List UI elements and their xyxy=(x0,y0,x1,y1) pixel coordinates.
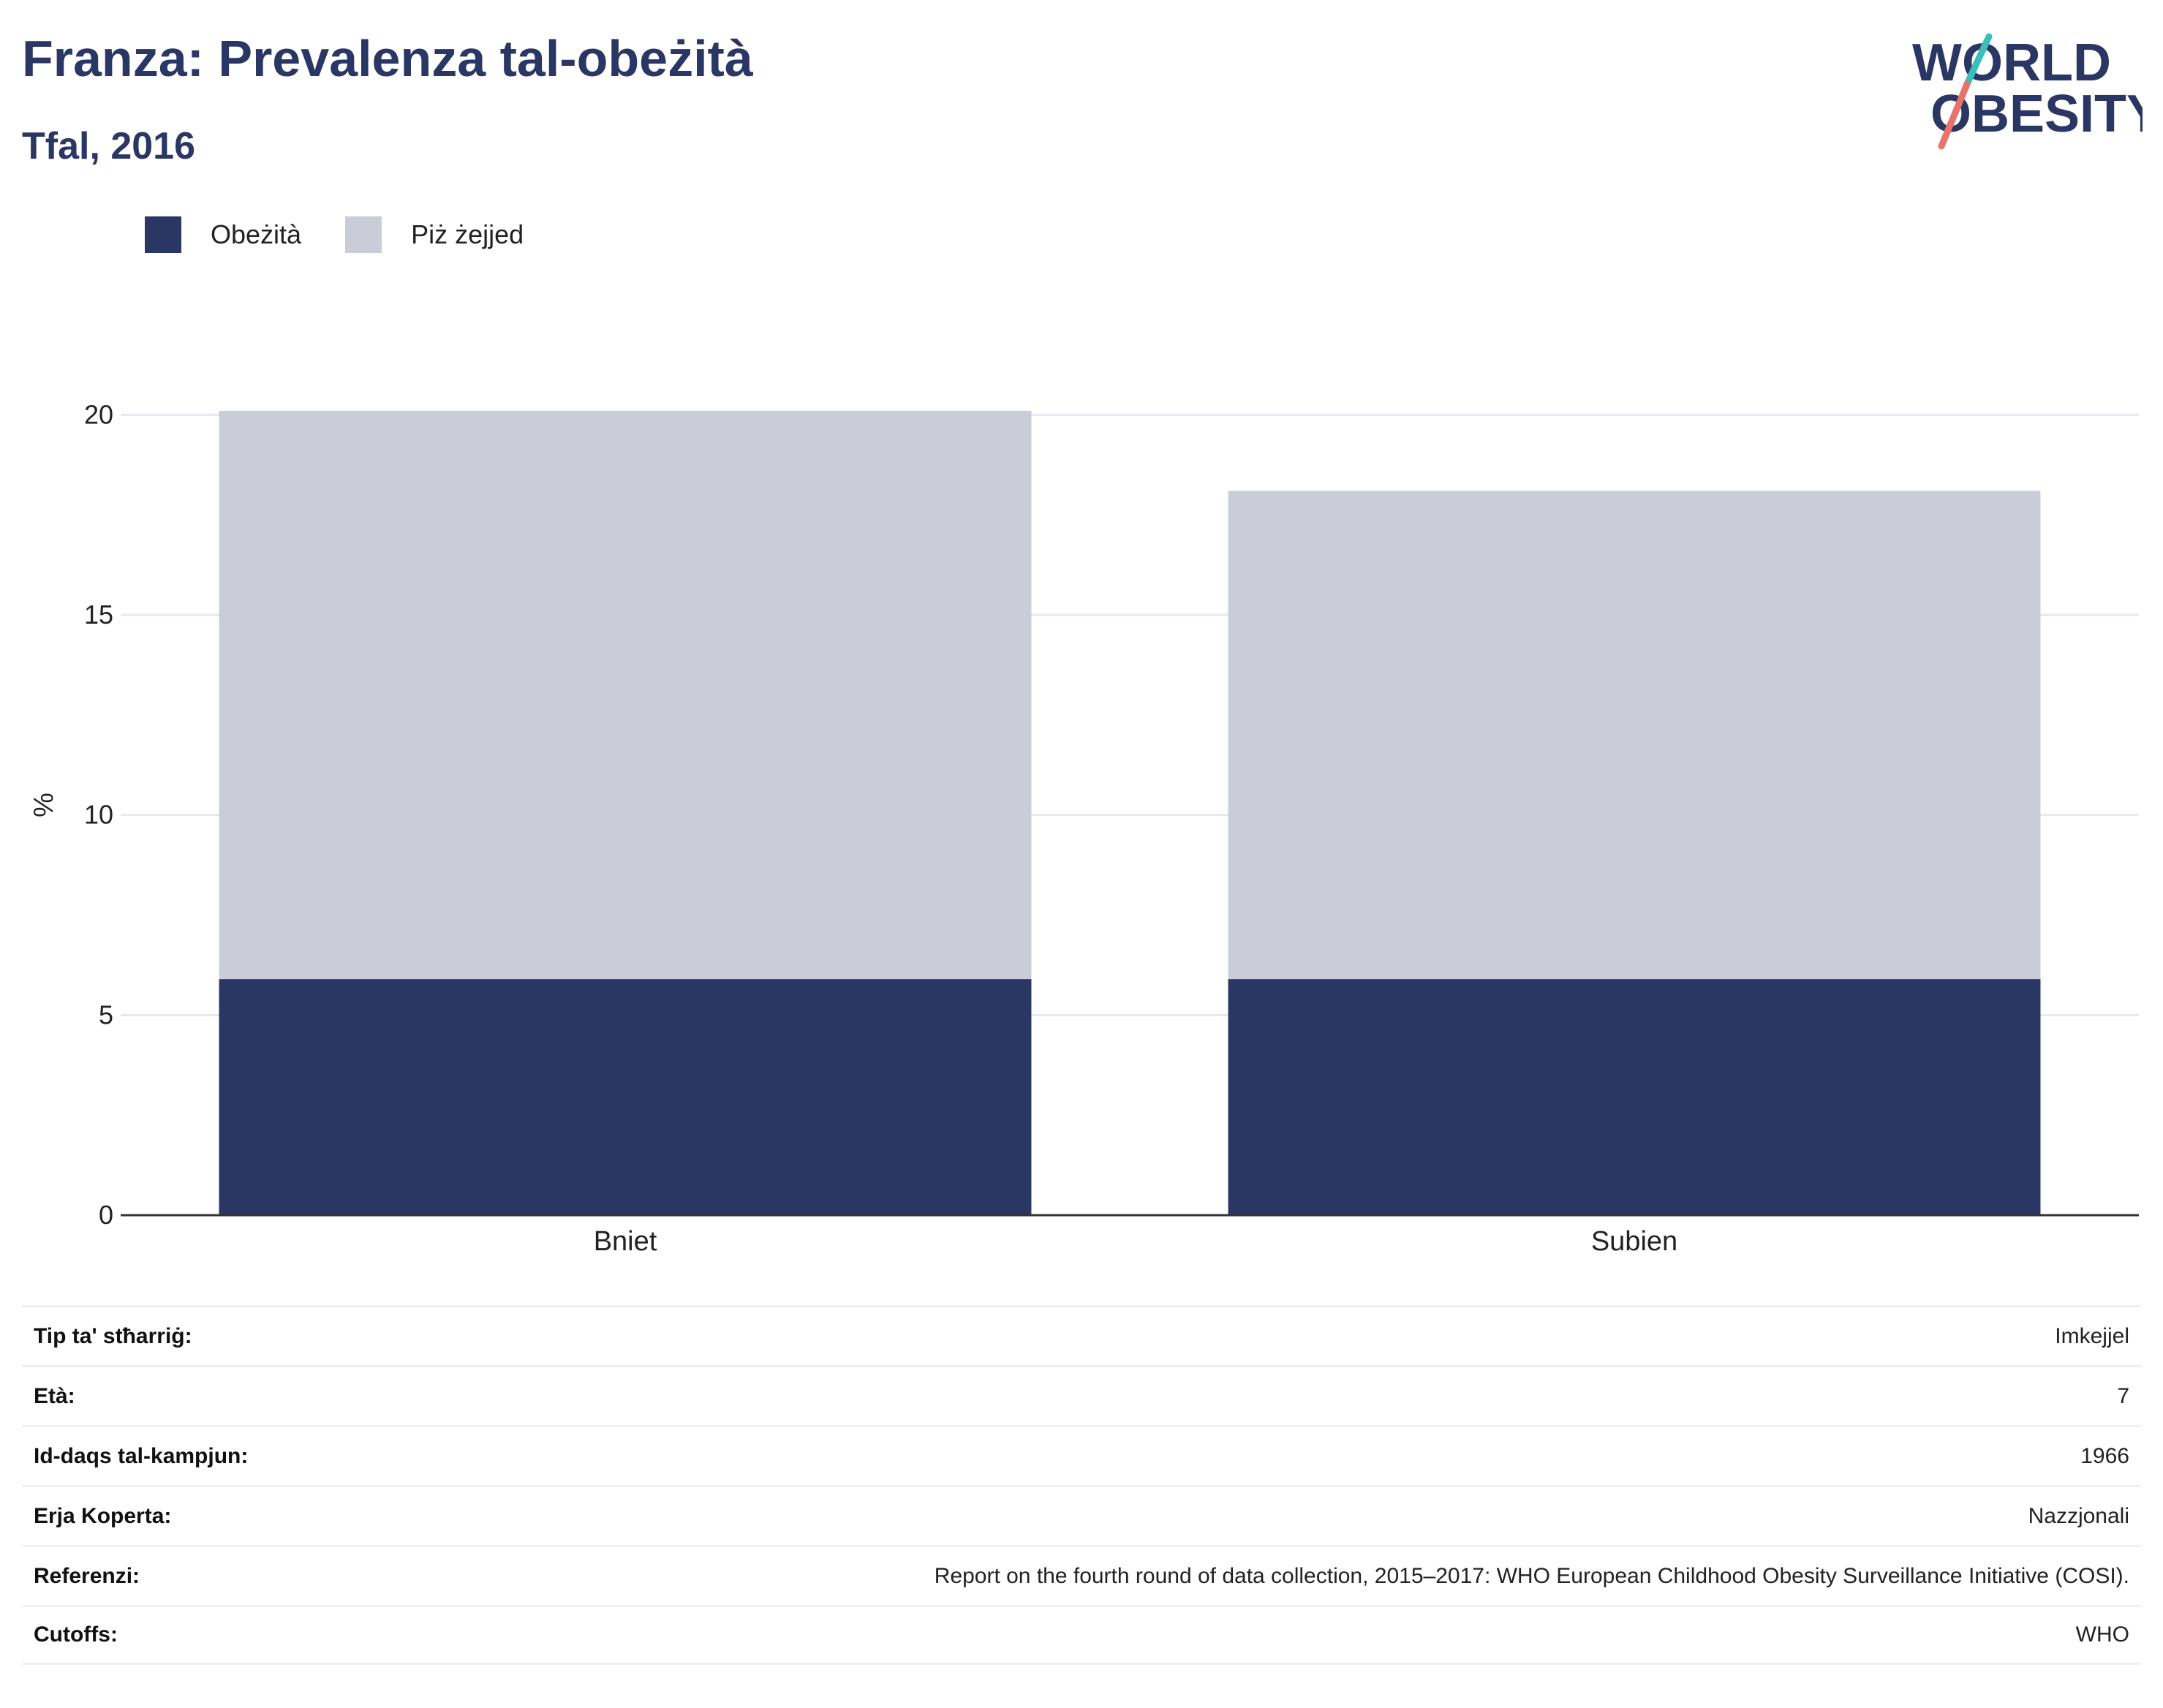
legend-item-obesity: Obeżità xyxy=(145,216,301,253)
metadata-label: Referenzi: xyxy=(34,1563,140,1588)
metadata-table: Tip ta' stħarriġ: Imkejjel Età: 7 Id-daqs ta… xyxy=(22,1305,2141,1665)
bar-obesity xyxy=(219,979,1032,1215)
metadata-row: Erja Koperta: Nazzjonali xyxy=(22,1485,2141,1545)
logo-line1: WORLD xyxy=(1912,34,2111,92)
metadata-row: Tip ta' stħarriġ: Imkejjel xyxy=(22,1305,2141,1365)
x-tick-label: Subien xyxy=(1591,1226,1677,1257)
legend-swatch-obesity xyxy=(145,216,181,253)
x-tick-label: Bniet xyxy=(594,1226,657,1257)
metadata-value: 1966 xyxy=(2080,1443,2129,1468)
world-obesity-logo: WORLD OBESITY xyxy=(1912,33,2143,150)
metadata-label: Cutoffs: xyxy=(34,1622,118,1647)
y-tick-label: 5 xyxy=(99,1000,113,1029)
bar-overweight xyxy=(219,410,1032,980)
legend-swatch-overweight xyxy=(345,216,382,253)
metadata-row: Età: 7 xyxy=(22,1365,2141,1425)
bar-overweight xyxy=(1228,491,2041,980)
logo-coral-slash xyxy=(1938,80,1971,150)
legend-item-overweight: Piż żejjed xyxy=(345,216,524,253)
legend-label-obesity: Obeżità xyxy=(211,219,302,249)
metadata-value: 7 xyxy=(2117,1383,2129,1408)
y-tick-label: 15 xyxy=(84,600,113,630)
metadata-row: Referenzi: Report on the fourth round of … xyxy=(22,1545,2141,1605)
metadata-row: Cutoffs: WHO xyxy=(22,1605,2141,1665)
metadata-label: Tip ta' stħarriġ: xyxy=(34,1323,192,1348)
y-tick-label: 0 xyxy=(99,1200,113,1230)
chart-legend: Obeżità Piż żejjed xyxy=(145,216,567,253)
y-tick-label: 10 xyxy=(84,800,113,830)
metadata-value: Report on the fourth round of data colle… xyxy=(934,1563,2129,1588)
metadata-value: WHO xyxy=(2075,1622,2129,1647)
legend-label-overweight: Piż żejjed xyxy=(411,219,524,249)
y-axis-label: % xyxy=(29,793,59,817)
y-tick-label: 20 xyxy=(84,399,113,429)
bar-chart: 0 5 10 15 20% Bniet Subien xyxy=(29,399,2139,1257)
metadata-label: Id-daqs tal-kampjun: xyxy=(34,1443,249,1468)
metadata-label: Età: xyxy=(34,1383,75,1408)
chart-subtitle: Tfal, 2016 xyxy=(22,125,196,167)
bar-obesity xyxy=(1228,979,2041,1215)
metadata-row: Id-daqs tal-kampjun: 1966 xyxy=(22,1425,2141,1485)
chart-title: Franza: Prevalenza tal-obeżità xyxy=(22,30,753,87)
metadata-value: Nazzjonali xyxy=(2028,1503,2129,1528)
metadata-value: Imkejjel xyxy=(2055,1323,2129,1348)
logo-teal-slash xyxy=(1963,33,1993,88)
metadata-label: Erja Koperta: xyxy=(34,1503,172,1528)
